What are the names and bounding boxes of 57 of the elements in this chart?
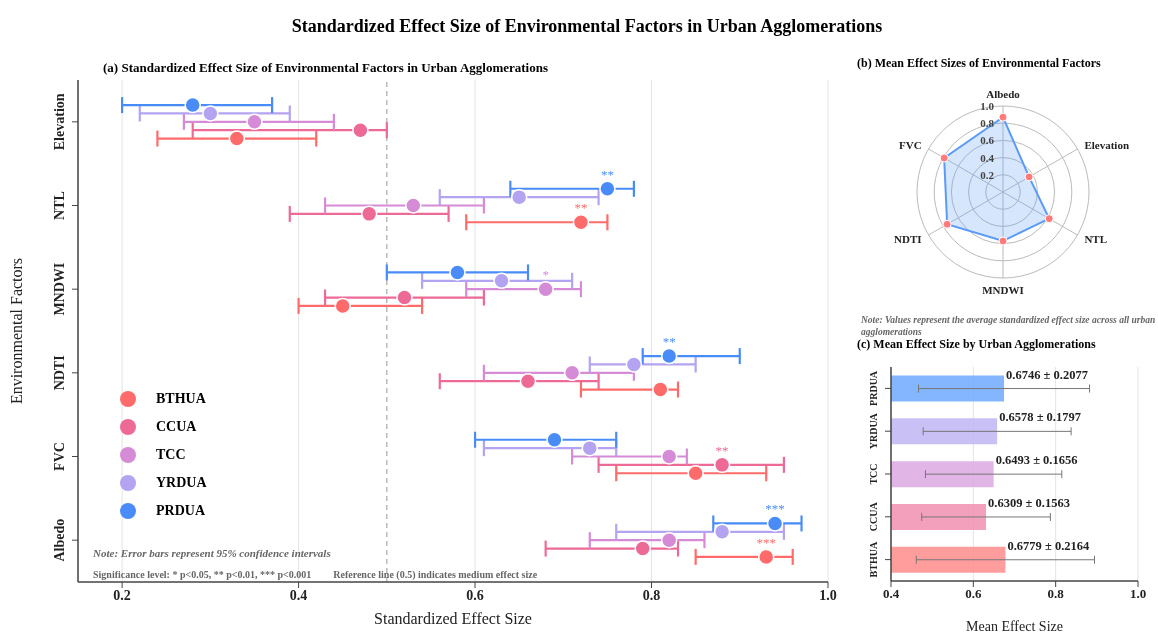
y-tick-label: BTHUA	[868, 541, 879, 578]
x-tick-label: 0.4	[289, 587, 308, 603]
x-tick-label: 0.6	[466, 587, 484, 603]
chart-title: (b) Mean Effect Sizes of Environmental Factors	[857, 56, 1101, 71]
x-axis-title: Mean Effect Size	[966, 619, 1063, 634]
data-label: 0.6578 ± 0.1797	[999, 410, 1081, 425]
data-label: 0.6309 ± 0.1563	[988, 495, 1070, 510]
legend-label: CCUA	[156, 419, 197, 435]
y-tick-label: 0.6	[980, 134, 995, 147]
annotation: Note: Error bars represent 95% confidence intervals	[93, 547, 332, 559]
x-tick-label: 0.6	[965, 586, 982, 602]
legend-label: BTHUA	[156, 391, 206, 407]
y-tick-label: NDTI	[52, 355, 67, 391]
y-tick-label: YRDUA	[868, 412, 879, 450]
x-tick-label: 1.0	[819, 587, 837, 603]
data-label: 0.6746 ± 0.2077	[1006, 367, 1088, 382]
x-tick-label: 0.8	[642, 587, 661, 603]
legend-label: PRDUA	[156, 503, 205, 519]
spoke-label: Elevation	[1084, 138, 1130, 151]
y-tick-label: MNDWI	[52, 262, 67, 316]
spoke-label: NTL	[1084, 232, 1108, 245]
y-tick-label: PRDUA	[868, 370, 879, 406]
data-label: **	[662, 334, 676, 350]
data-label: 0.6493 ± 0.1656	[995, 453, 1078, 468]
data-label: 0.6779 ± 0.2164	[1007, 538, 1091, 553]
data-label: **	[600, 166, 614, 182]
legend-label: TCC	[156, 447, 186, 463]
data-label: **	[715, 442, 729, 458]
chart-title: (c) Mean Effect Size by Urban Agglomerations	[857, 337, 1096, 352]
y-tick-label: FVC	[52, 442, 67, 471]
x-tick-label: 0.2	[113, 587, 131, 603]
x-tick-label: 1.0	[1129, 586, 1147, 602]
spoke-label: FVC	[898, 138, 922, 151]
data-label: ***	[765, 501, 785, 517]
annotation: Reference line (0.5) indicates medium effect size	[333, 569, 538, 580]
data-label: ***	[756, 534, 776, 550]
y-tick-label: 1.0	[980, 100, 995, 112]
y-axis-title: Environmental Factors	[7, 257, 25, 405]
y-tick-label: 0.8	[980, 117, 995, 130]
data-label: **	[574, 200, 588, 216]
y-tick-label: TCC	[868, 463, 879, 485]
legend-label: YRDUA	[156, 475, 207, 491]
x-axis-title: Standardized Effect Size	[374, 610, 532, 627]
y-tick-label: 0.2	[980, 168, 995, 181]
data-label: *	[542, 267, 549, 283]
y-tick-label: Albedo	[52, 518, 67, 562]
spoke-label: NDTI	[894, 232, 922, 245]
x-tick-label: 0.8	[1047, 586, 1065, 602]
text: Note: Values represent the average standardized effect size across all urban agglomerations	[861, 314, 1157, 338]
x-tick-label: 0.4	[882, 586, 900, 602]
chart-title: Standardized Effect Size of Environmental Factors in Urban Agglomerations	[290, 16, 884, 37]
y-tick-label: CCUA	[868, 501, 879, 532]
y-tick-label: 0.4	[980, 151, 995, 164]
annotation: Significance level: * p<0.05, ** p<0.01, *** p<0.001	[93, 569, 312, 580]
y-tick-label: NTL	[52, 191, 67, 220]
y-tick-label: Elevation	[52, 93, 67, 151]
chart-subtitle: (a) Standardized Effect Size of Environmental Factors in Urban Agglomerations	[103, 60, 548, 76]
